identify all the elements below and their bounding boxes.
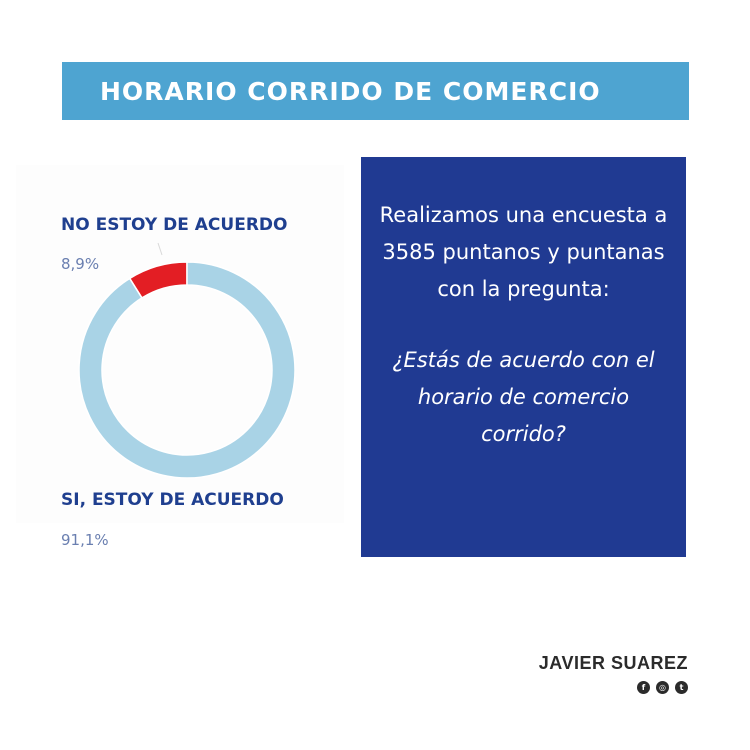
donut-chart-panel: NO ESTOY DE ACUERDO 8,9% SI, ESTOY DE AC… <box>16 165 344 523</box>
donut-chart <box>78 242 296 479</box>
twitter-icon[interactable]: t <box>675 681 688 694</box>
label-no-estoy: NO ESTOY DE ACUERDO <box>61 215 288 235</box>
title-banner: HORARIO CORRIDO DE COMERCIO <box>62 62 689 120</box>
value-no-estoy: 8,9% <box>61 255 100 273</box>
donut-slice-1 <box>78 261 296 479</box>
value-si-estoy: 91,1% <box>61 531 109 549</box>
survey-question-text: ¿Estás de acuerdo con el horario de come… <box>392 348 655 446</box>
brand-name: JAVIER SUAREZ <box>538 653 688 673</box>
social-icons: f ◎ t <box>637 681 688 694</box>
page-title: HORARIO CORRIDO DE COMERCIO <box>100 76 601 106</box>
facebook-icon[interactable]: f <box>637 681 650 694</box>
leader-line <box>157 242 163 256</box>
instagram-icon[interactable]: ◎ <box>656 681 669 694</box>
label-si-estoy: SI, ESTOY DE ACUERDO <box>61 490 284 510</box>
survey-info-box: Realizamos una encuesta a 3585 puntanos … <box>361 157 686 557</box>
survey-intro-text: Realizamos una encuesta a 3585 puntanos … <box>379 203 668 301</box>
